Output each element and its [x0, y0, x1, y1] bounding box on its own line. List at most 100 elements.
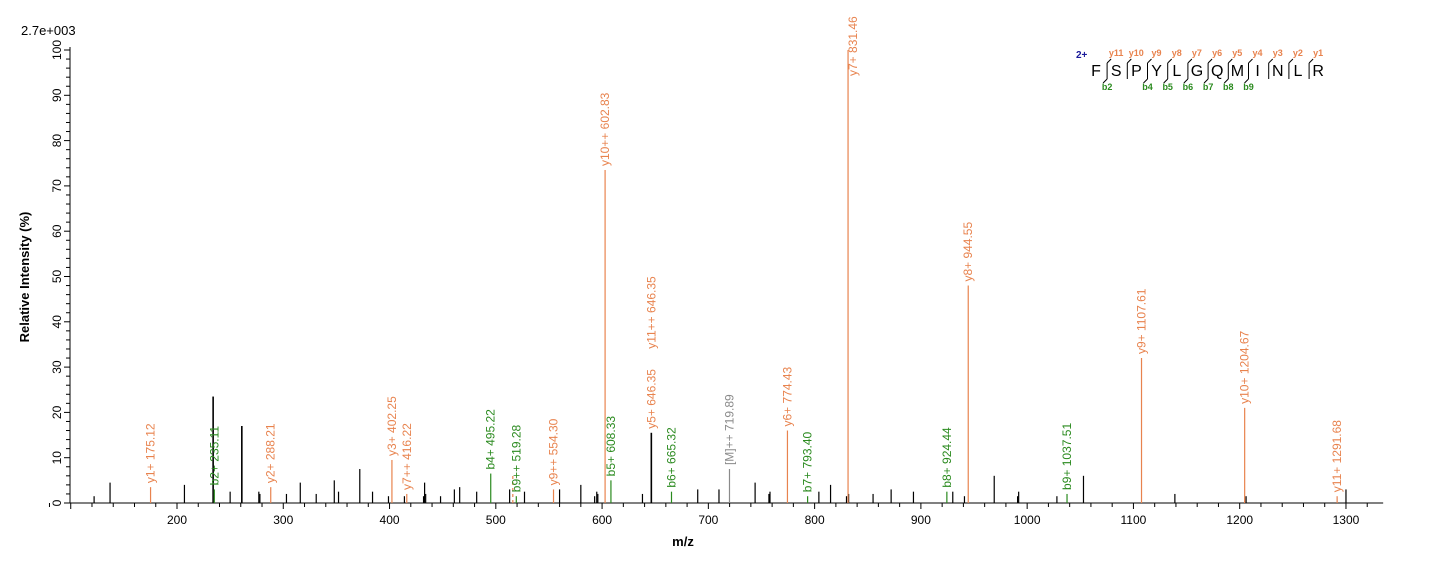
ion-label-precursor: [M]++ 719.89	[722, 394, 736, 465]
b-ion-tick	[1183, 78, 1189, 84]
b-ion-tick	[1102, 78, 1108, 84]
b-ion-tick	[1223, 78, 1229, 84]
ion-label-y: y11++ 646.35	[644, 276, 658, 349]
b-ion-label: b6	[1183, 82, 1194, 92]
y-ion-label: y6	[1212, 48, 1222, 58]
y-ion-label: y2	[1293, 48, 1303, 58]
ion-label-y: y9++ 554.30	[547, 418, 561, 485]
ion-label-y: y6+ 774.43	[780, 366, 794, 426]
residue: L	[1172, 63, 1181, 80]
b-ion-label: b7	[1203, 82, 1214, 92]
charge-state: 2+	[1076, 50, 1088, 61]
x-tick-label: 1200	[1226, 513, 1253, 527]
x-tick-label: 200	[167, 513, 187, 527]
x-tick-label: 300	[273, 513, 293, 527]
ion-label-y: y7++ 416.22	[400, 423, 414, 490]
ion-label-y: y10++ 602.83	[598, 92, 612, 166]
y-ion-tick	[1288, 58, 1294, 64]
y-tick-label: 20	[50, 405, 64, 419]
ion-label-y: y3+ 402.25	[385, 396, 399, 456]
y-tick-label: 100	[50, 40, 64, 60]
b-ion-label: b4	[1142, 82, 1153, 92]
ion-label-y: y9+ 1107.61	[1135, 288, 1149, 354]
residue: F	[1091, 63, 1101, 80]
intensity-scale-label: 2.7e+003	[21, 23, 76, 38]
x-tick-label: 800	[805, 513, 825, 527]
peaks	[93, 50, 1347, 503]
b-ion-tick	[1203, 78, 1209, 84]
y-ion-label: y7	[1192, 48, 1202, 58]
residue: G	[1191, 63, 1203, 80]
x-tick-label: 700	[698, 513, 718, 527]
ion-label-y: y10+ 1204.67	[1238, 330, 1252, 403]
residue: Y	[1151, 63, 1162, 80]
axes: 200 300 400 500 600 700 800 900 1000 1100 1200 1300…	[48, 40, 1384, 527]
y-axis-title: Relative Intensity (%)	[17, 212, 32, 343]
b-ion-label: b8	[1223, 82, 1234, 92]
y-ion-tick	[1207, 58, 1213, 64]
y-ion-label: y9	[1151, 48, 1161, 58]
b-ion-label: b5	[1162, 82, 1173, 92]
y-tick-label: 10	[50, 451, 64, 465]
y-ion-label: y10	[1129, 48, 1144, 58]
y-tick-label: 90	[50, 88, 64, 102]
y-ion-tick	[1167, 58, 1173, 64]
y-ion-tick	[1187, 58, 1193, 64]
x-tick-label: 600	[592, 513, 612, 527]
residue: N	[1272, 63, 1284, 80]
y-ion-tick	[1147, 58, 1152, 64]
x-tick-label: 900	[911, 513, 931, 527]
x-tick-label: 400	[380, 513, 400, 527]
y-tick-label: 0	[50, 499, 64, 506]
ion-label-b: b8+ 924.44	[940, 427, 954, 488]
y-ion-label: y8	[1172, 48, 1182, 58]
y-ion-label: y4	[1252, 48, 1262, 58]
x-tick-label: 500	[486, 513, 506, 527]
ion-label-b: b6+ 665.32	[664, 427, 678, 488]
y-ion-tick	[1268, 58, 1274, 64]
ion-label-b: b7+ 793.40	[801, 431, 815, 492]
x-tick-label: 1100	[1121, 513, 1147, 527]
y-tick-label: 50	[50, 270, 64, 284]
y-tick-label: 70	[50, 179, 64, 193]
x-tick-label: 1000	[1014, 513, 1041, 527]
y-tick-label: 80	[50, 134, 64, 148]
x-axis-title: m/z	[672, 534, 694, 549]
ion-label-y: y7+ 831.46	[846, 16, 860, 76]
y-ion-tick	[1126, 58, 1132, 64]
ion-label-y: y11+ 1291.68	[1330, 420, 1344, 493]
y-ion-tick	[1106, 58, 1112, 64]
ion-label-b: b5+ 608.33	[604, 416, 618, 477]
residue: S	[1111, 63, 1122, 80]
residue: L	[1294, 63, 1303, 80]
y-ion-label: y1	[1313, 48, 1323, 58]
ion-labels: y1+ 175.12 b2+ 235.11 y2+ 288.21 y3+ 402.25…	[144, 16, 1345, 492]
ion-label-b: b9++ 519.28	[509, 424, 523, 492]
ion-label-y: y5+ 646.35	[644, 369, 658, 429]
b-ion-tick	[1143, 78, 1148, 84]
ion-label-y: y1+ 175.12	[144, 423, 158, 483]
residue: M	[1231, 63, 1244, 80]
x-tick-label: 1300	[1333, 513, 1360, 527]
y-ion-label: y5	[1232, 48, 1242, 58]
y-tick-label: 60	[50, 224, 64, 238]
ion-label-b: b2+ 235.11	[207, 426, 221, 486]
y-ion-tick	[1227, 58, 1233, 64]
y-tick-label: 30	[50, 360, 64, 374]
b-ion-tick	[1163, 78, 1169, 84]
b-ion-label: b9	[1243, 82, 1254, 92]
residue: Q	[1211, 63, 1223, 80]
y-ion-label: y11	[1109, 48, 1124, 58]
y-ion-label: y3	[1273, 48, 1283, 58]
y-ion-tick	[1248, 58, 1253, 64]
ion-label-y: y8+ 944.55	[961, 222, 975, 282]
residue: I	[1255, 63, 1259, 80]
ion-label-b: b9+ 1037.51	[1060, 423, 1074, 490]
residue: R	[1312, 63, 1324, 80]
y-ion-tick	[1308, 58, 1314, 64]
y-tick-label: 40	[50, 315, 64, 329]
b-ion-tick	[1244, 78, 1249, 84]
ion-label-y: y2+ 288.21	[264, 423, 278, 483]
